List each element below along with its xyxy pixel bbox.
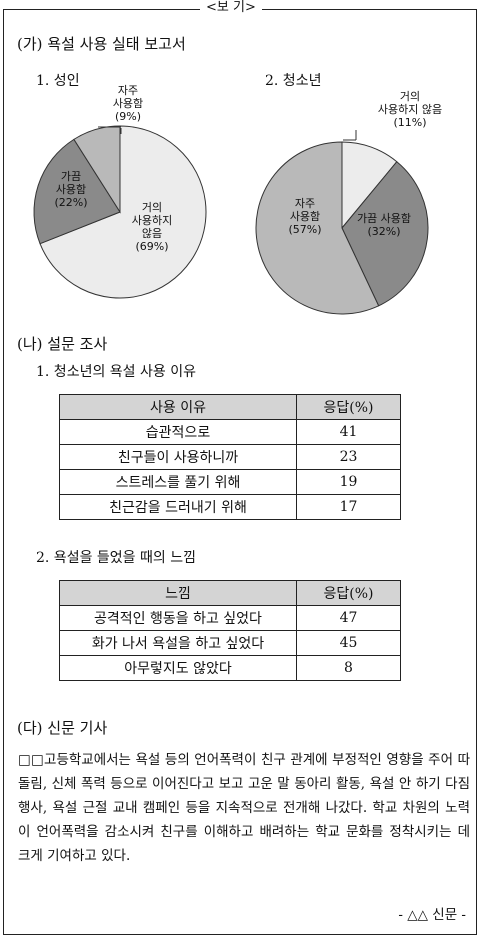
adult-chart-label: 1. 성인 [36,73,80,89]
table-cell: 공격적인 행동을 하고 싶었다 [59,605,297,631]
table-cell: 친근감을 드러내기 위해 [59,494,297,520]
adult-pie-chart: 거의 사용하지 않음 (69%) 가끔 사용함 (22%) 자주 사용함 (9%) [33,84,207,299]
table-cell: 23 [296,444,401,470]
table-cell: 41 [296,419,401,445]
table-row: 아무렇지도 않았다 8 [59,655,401,681]
pie-slice-label: 거의 사용하지 않음 (69%) [132,201,172,253]
pie-slice-label: 자주 사용함 (9%) [113,84,143,123]
q1-label: 1. 청소년의 욕설 사용 이유 [36,364,196,380]
table-header: 사용 이유 [59,394,297,420]
q2-label: 2. 욕설을 들었을 때의 느낌 [36,550,196,566]
section-c-title: (다) 신문 기사 [17,719,108,737]
table-row: 스트레스를 풀기 위해 19 [59,469,401,495]
table-cell: 친구들이 사용하니까 [59,444,297,470]
table-cell: 19 [296,469,401,495]
reason-table: 사용 이유 응답(%) 습관적으로 41 친구들이 사용하니까 23 스트레스를… [59,394,401,520]
table-header: 느낌 [59,580,297,606]
pie-slice-label: 가끔 사용함 (22%) [54,170,87,209]
pie-slice-label: 거의 사용하지 않음 (11%) [378,90,442,129]
table-header-row: 느낌 응답(%) [59,580,401,606]
youth-pie-chart: 거의 사용하지 않음 (11%) 가끔 사용함 (32%) 자주 사용함 (57%) [255,90,442,315]
pie-slice [73,125,121,214]
table-cell: 스트레스를 풀기 위해 [59,469,297,495]
table-header: 응답(%) [296,580,401,606]
table-row: 친구들이 사용하니까 23 [59,444,401,470]
table-row: 공격적인 행동을 하고 싶었다 47 [59,605,401,631]
feeling-table: 느낌 응답(%) 공격적인 행동을 하고 싶었다 47 화가 나서 욕설을 하고… [59,580,401,681]
table-header-row: 사용 이유 응답(%) [59,394,401,420]
table-row: 친근감을 드러내기 위해 17 [59,494,401,520]
table-cell: 47 [296,605,401,631]
table-header: 응답(%) [296,394,401,420]
table-cell: 17 [296,494,401,520]
pie-slice [33,138,121,245]
pie-slice [255,141,380,315]
pie-slice [39,125,207,299]
pie-slice-label: 자주 사용함 (57%) [288,197,321,236]
table-cell: 습관적으로 [59,419,297,445]
box-title: <보 기> [200,0,262,16]
article-body: □□고등학교에서는 욕설 등의 언어폭력이 친구 관계에 부정적인 영향을 주어… [18,752,470,864]
pie-slice-label: 가끔 사용함 (32%) [357,212,411,238]
youth-chart-label: 2. 청소년 [265,73,322,89]
article-source: - △△ 신문 - [398,907,466,923]
pie-charts: 거의 사용하지 않음 (69%) 가끔 사용함 (22%) 자주 사용함 (9%) 거의 사용하지 … [33,84,442,315]
table-row: 습관적으로 41 [59,419,401,445]
section-b-title: (나) 설문 조사 [17,335,108,353]
table-cell: 화가 나서 욕설을 하고 싶었다 [59,630,297,656]
table-cell: 45 [296,630,401,656]
table-cell: 아무렇지도 않았다 [59,655,297,681]
table-cell: 8 [296,655,401,681]
pie-slice [341,161,429,307]
section-a-title: (가) 욕설 사용 실태 보고서 [17,35,186,53]
table-row: 화가 나서 욕설을 하고 싶었다 45 [59,630,401,656]
